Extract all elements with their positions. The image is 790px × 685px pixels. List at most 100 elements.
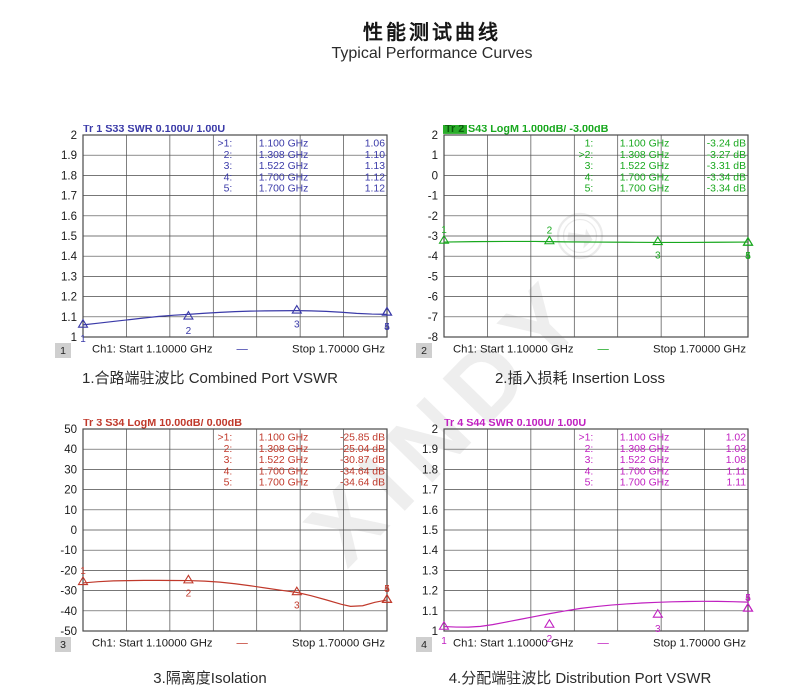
svg-text:1: 1 [432, 626, 438, 638]
svg-text:1: 1 [432, 150, 438, 162]
svg-text:1.2: 1.2 [61, 292, 77, 304]
svg-text:1.100 GHz: 1.100 GHz [620, 433, 670, 444]
svg-text:Tr 3 S34 LogM 10.00dB/ 0.00d: Tr 3 S34 LogM 10.00dB/ 0.00dB [83, 419, 242, 429]
svg-text:1.5: 1.5 [422, 525, 438, 537]
svg-text:1.100 GHz: 1.100 GHz [259, 433, 309, 444]
svg-text:1.8: 1.8 [61, 170, 77, 182]
svg-text:Stop 1.70000 GHz: Stop 1.70000 GHz [653, 344, 746, 356]
svg-text:3: 3 [655, 250, 661, 261]
svg-text:1.08: 1.08 [726, 455, 746, 466]
svg-text:-3.24 dB: -3.24 dB [707, 139, 746, 150]
svg-text:2: 2 [421, 345, 427, 357]
svg-text:1.2: 1.2 [422, 586, 438, 598]
svg-text:-3.27 dB: -3.27 dB [707, 150, 746, 161]
svg-text:-8: -8 [428, 332, 438, 344]
svg-text:1.12: 1.12 [365, 184, 385, 195]
svg-text:3:: 3: [224, 455, 233, 466]
svg-text:2:: 2: [224, 444, 233, 455]
svg-text:1.700 GHz: 1.700 GHz [259, 184, 309, 195]
svg-text:1.522 GHz: 1.522 GHz [620, 455, 670, 466]
svg-text:-40: -40 [60, 606, 77, 618]
svg-text:Ch1: Start 1.10000 GHz: Ch1: Start 1.10000 GHz [92, 638, 213, 650]
svg-text:1: 1 [441, 225, 447, 236]
svg-text:Stop 1.70000 GHz: Stop 1.70000 GHz [292, 344, 385, 356]
svg-text:Ch1: Start 1.10000 GHz: Ch1: Start 1.10000 GHz [92, 344, 213, 356]
svg-text:3: 3 [655, 624, 661, 635]
svg-text:1: 1 [441, 636, 447, 647]
svg-text:1.12: 1.12 [365, 172, 385, 183]
svg-text:1.11: 1.11 [727, 478, 747, 489]
svg-text:-3.31 dB: -3.31 dB [707, 161, 746, 172]
svg-text:1.9: 1.9 [61, 150, 77, 162]
svg-text:2: 2 [547, 225, 553, 236]
svg-text:1.700 GHz: 1.700 GHz [620, 184, 670, 195]
svg-text:1.522 GHz: 1.522 GHz [620, 161, 670, 172]
svg-text:1.308 GHz: 1.308 GHz [259, 444, 309, 455]
svg-text:1.700 GHz: 1.700 GHz [259, 466, 309, 477]
svg-text:1.4: 1.4 [61, 251, 78, 263]
svg-text:4:: 4: [585, 466, 594, 477]
svg-text:2: 2 [186, 326, 192, 337]
svg-text:>2:: >2: [579, 150, 594, 161]
svg-text:-3.34 dB: -3.34 dB [707, 184, 746, 195]
svg-text:1.700 GHz: 1.700 GHz [620, 478, 670, 489]
svg-text:1.308 GHz: 1.308 GHz [259, 150, 309, 161]
svg-text:3:: 3: [585, 161, 594, 172]
svg-text:1.308 GHz: 1.308 GHz [620, 444, 670, 455]
svg-text:3: 3 [60, 639, 66, 651]
svg-text:Tr 2: Tr 2 [445, 125, 464, 135]
svg-text:-30: -30 [60, 586, 77, 598]
svg-text:Ch1: Start 1.10000 GHz: Ch1: Start 1.10000 GHz [453, 344, 574, 356]
svg-text:1.10: 1.10 [365, 150, 385, 161]
svg-text:-34.64 dB: -34.64 dB [340, 478, 385, 489]
svg-text:—: — [237, 638, 249, 650]
svg-text:-2: -2 [428, 211, 438, 223]
svg-text:1.700 GHz: 1.700 GHz [620, 172, 670, 183]
svg-text:-1: -1 [428, 191, 438, 203]
svg-text:10: 10 [64, 505, 77, 517]
svg-text:1.13: 1.13 [365, 161, 385, 172]
svg-text:-25.85 dB: -25.85 dB [340, 433, 385, 444]
svg-text:2: 2 [432, 130, 438, 142]
svg-text:1.308 GHz: 1.308 GHz [620, 150, 670, 161]
svg-text:1.6: 1.6 [422, 505, 438, 517]
svg-text:—: — [598, 344, 610, 356]
svg-text:40: 40 [64, 444, 77, 456]
svg-text:Tr 1 S33 SWR 0.100U/ 1.00U: Tr 1 S33 SWR 0.100U/ 1.00U [83, 125, 225, 135]
svg-text:2: 2 [432, 424, 438, 436]
svg-text:—: — [237, 344, 249, 356]
svg-text:1.8: 1.8 [422, 464, 438, 476]
svg-text:1.7: 1.7 [61, 191, 77, 203]
svg-text:50: 50 [64, 424, 77, 436]
svg-text:4:: 4: [224, 466, 233, 477]
svg-text:>1:: >1: [218, 433, 233, 444]
svg-text:1.11: 1.11 [727, 466, 747, 477]
svg-text:1: 1 [60, 345, 66, 357]
svg-text:1.5: 1.5 [61, 231, 77, 243]
svg-text:-4: -4 [428, 251, 439, 263]
svg-text:1.100 GHz: 1.100 GHz [620, 139, 670, 150]
svg-text:Stop 1.70000 GHz: Stop 1.70000 GHz [292, 638, 385, 650]
svg-text:1: 1 [80, 566, 86, 577]
svg-text:1:: 1: [585, 139, 594, 150]
svg-text:-10: -10 [60, 545, 77, 557]
svg-text:-34.64 dB: -34.64 dB [340, 466, 385, 477]
svg-text:-5: -5 [428, 271, 438, 283]
svg-text:1.522 GHz: 1.522 GHz [259, 161, 309, 172]
svg-text:1.3: 1.3 [61, 271, 77, 283]
svg-text:1: 1 [71, 332, 77, 344]
svg-text:1.9: 1.9 [422, 444, 438, 456]
svg-text:-7: -7 [428, 312, 438, 324]
svg-text:Ch1: Start 1.10000 GHz: Ch1: Start 1.10000 GHz [453, 638, 574, 650]
svg-text:1.7: 1.7 [422, 485, 438, 497]
svg-text:1: 1 [80, 334, 86, 345]
svg-text:2: 2 [71, 130, 77, 142]
svg-text:5:: 5: [224, 478, 233, 489]
svg-text:5:: 5: [585, 184, 594, 195]
svg-text:3:: 3: [585, 455, 594, 466]
svg-text:5:: 5: [585, 478, 594, 489]
svg-text:3: 3 [294, 320, 300, 331]
svg-text:4: 4 [421, 639, 427, 651]
svg-text:2:: 2: [224, 150, 233, 161]
svg-text:1.03: 1.03 [726, 444, 746, 455]
